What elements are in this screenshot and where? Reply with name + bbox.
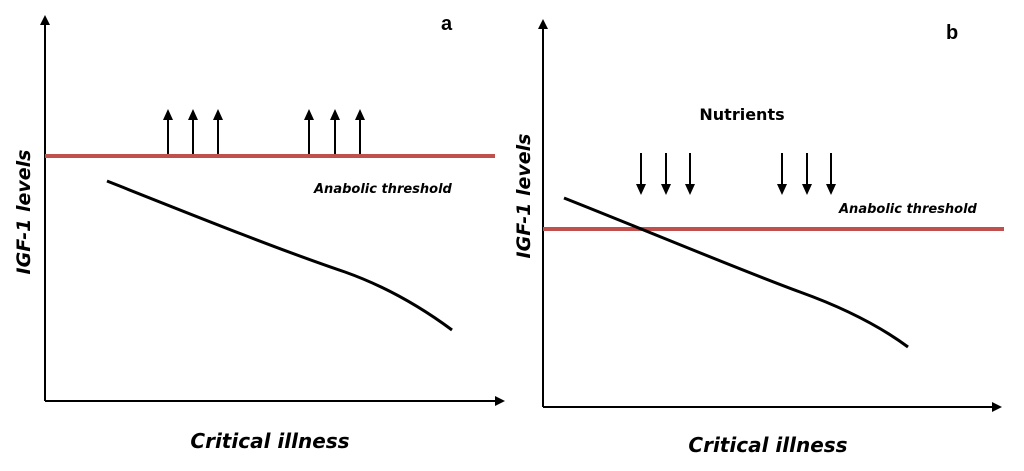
panel-a-up-arrow-icon xyxy=(355,109,365,154)
panel-b: b IGF-1 levels Critical illness Nutrient… xyxy=(513,19,1004,457)
panel-a: a IGF-1 levels Critical illness Anabolic… xyxy=(13,13,505,453)
panel-a-letter: a xyxy=(441,13,453,35)
panel-a-y-axis-label: IGF-1 levels xyxy=(13,150,35,275)
panel-a-nutrient-arrows xyxy=(163,109,365,154)
panel-b-down-arrow-icon xyxy=(636,153,646,195)
panel-a-up-arrow-icon xyxy=(163,109,173,154)
panel-b-threshold-label: Anabolic threshold xyxy=(838,202,978,217)
panel-b-down-arrow-icon xyxy=(685,153,695,195)
panel-a-threshold-label: Anabolic threshold xyxy=(313,182,453,197)
panel-b-nutrients-label: Nutrients xyxy=(699,105,784,124)
panel-b-y-axis-label: IGF-1 levels xyxy=(513,134,535,259)
panel-b-down-arrow-icon xyxy=(802,153,812,195)
panel-a-igf1-curve xyxy=(106,179,453,332)
panel-a-up-arrow-icon xyxy=(188,109,198,154)
panel-b-x-axis-label: Critical illness xyxy=(688,433,847,457)
panel-b-down-arrow-icon xyxy=(777,153,787,195)
panel-a-up-arrow-icon xyxy=(330,109,340,154)
panel-b-letter: b xyxy=(946,22,958,44)
panel-a-up-arrow-icon xyxy=(213,109,223,154)
panel-b-igf1-curve xyxy=(563,196,909,349)
panel-a-up-arrow-icon xyxy=(304,109,314,154)
panel-b-nutrient-arrows xyxy=(636,153,836,195)
panel-b-down-arrow-icon xyxy=(826,153,836,195)
panel-b-down-arrow-icon xyxy=(661,153,671,195)
panel-a-x-axis-label: Critical illness xyxy=(190,429,349,453)
